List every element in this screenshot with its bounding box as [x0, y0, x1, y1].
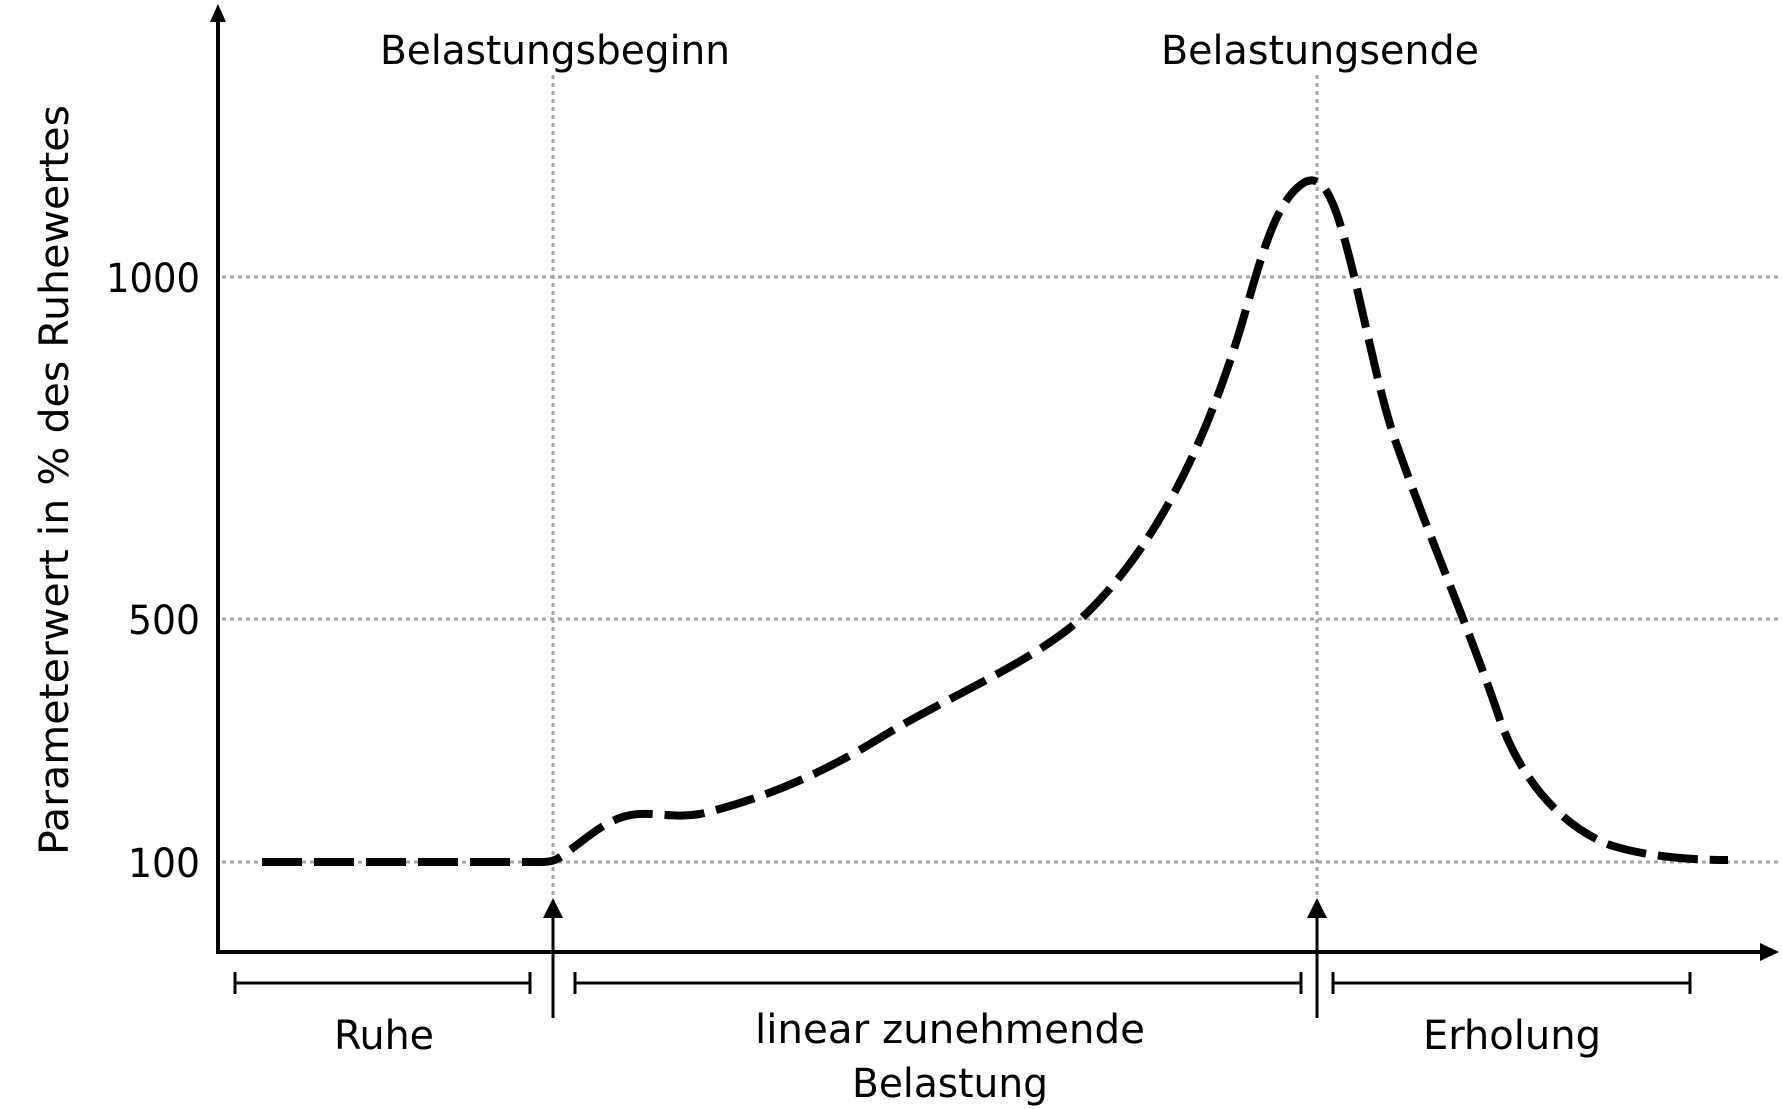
- bracket-belastung: [573, 972, 1303, 994]
- event-arrow-start: [543, 898, 563, 1018]
- bracket-ruhe: [233, 972, 532, 994]
- label-belastungsende: Belastungsende: [1161, 28, 1479, 74]
- y-axis-arrow-icon: [210, 4, 226, 22]
- label-belastung: Belastung: [852, 1061, 1048, 1107]
- bracket-erholung: [1331, 972, 1692, 994]
- y-axis-title: Parameterwert in % des Ruhewertes: [32, 105, 78, 855]
- phase-brackets: [233, 972, 1692, 994]
- data-curve: [262, 176, 1729, 866]
- label-erholung: Erholung: [1423, 1013, 1601, 1059]
- ytick-500: 500: [128, 598, 200, 644]
- ytick-1000: 1000: [106, 256, 200, 302]
- grid-vertical: [551, 75, 1319, 898]
- grid-horizontal: [222, 275, 1782, 864]
- arrow-up-icon: [1307, 898, 1327, 918]
- label-linear-zunehmende: linear zunehmende: [755, 1007, 1145, 1053]
- event-arrow-end: [1307, 898, 1327, 1018]
- arrow-up-icon: [543, 898, 563, 918]
- x-axis-arrow-icon: [1760, 943, 1779, 961]
- label-ruhe: Ruhe: [334, 1013, 434, 1059]
- ytick-100: 100: [128, 841, 200, 887]
- label-belastungsbeginn: Belastungsbeginn: [380, 28, 730, 74]
